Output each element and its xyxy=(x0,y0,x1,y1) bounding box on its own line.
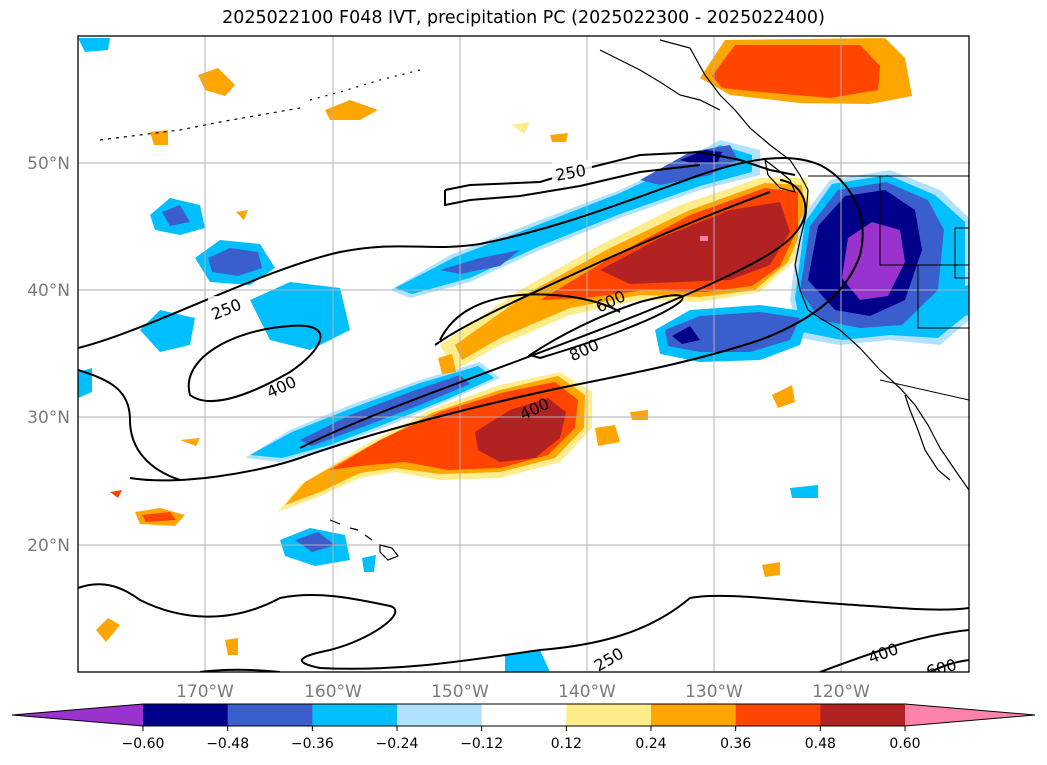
latitude-label: 50°N xyxy=(27,154,70,174)
colorbar-tick-label: −0.48 xyxy=(206,736,249,752)
positive-pc-region xyxy=(600,202,790,284)
ivt-contour-800 xyxy=(527,294,684,360)
colorbar-tick-label: 0.60 xyxy=(889,736,920,752)
map-background xyxy=(78,36,969,672)
positive-pc-region xyxy=(762,562,780,577)
ivt-contour-600 xyxy=(434,191,771,346)
colorbar-tick-label: 0.12 xyxy=(551,736,582,752)
colorbar-tick-label: −0.60 xyxy=(122,736,165,752)
negative-pc-region xyxy=(790,485,818,498)
alaska-coastline xyxy=(599,49,721,111)
ivt-contour-250 xyxy=(78,157,864,482)
ivt-contour-250-north xyxy=(444,150,796,191)
colorbar-segment xyxy=(820,704,906,726)
latitude-label: 20°N xyxy=(27,536,70,556)
state-border xyxy=(954,227,969,279)
colorbar: −0.60 −0.48 −0.36 −0.24 −0.12 0.12 0.24 0.36 0.4… xyxy=(11,703,1036,752)
colorbar-tick-label: −0.24 xyxy=(376,736,419,752)
longitude-labels: 170°W 160°W 150°W 140°W 130°W 120°W xyxy=(176,682,870,702)
positive-pc-region xyxy=(595,425,620,446)
longitude-label: 140°W xyxy=(558,682,616,702)
positive-pc-region xyxy=(110,490,122,498)
longitude-label: 120°W xyxy=(812,682,870,702)
longitude-label: 170°W xyxy=(176,682,234,702)
latitude-labels: 50°N 40°N 30°N 20°N xyxy=(27,154,70,556)
colorbar-segment xyxy=(651,704,737,726)
vancouver-island xyxy=(764,158,797,193)
colorbar-tick-label: 0.24 xyxy=(635,736,666,752)
political-borders xyxy=(808,175,969,401)
negative-pc-region xyxy=(362,555,376,572)
positive-pc-region xyxy=(198,68,235,96)
longitude-label: 130°W xyxy=(685,682,743,702)
colorbar-extend-min xyxy=(12,704,143,726)
positive-pc-region xyxy=(225,638,238,655)
ivt-contour-400 xyxy=(819,629,969,672)
ivt-contour-600 xyxy=(929,659,969,672)
us-mexico-border xyxy=(879,379,969,401)
positive-pc-region xyxy=(96,618,120,642)
positive-pc-region xyxy=(325,100,378,120)
colorbar-segment xyxy=(735,704,821,726)
negative-pc-region xyxy=(295,532,335,552)
negative-pc-region xyxy=(672,326,700,344)
ivt-contour-400 xyxy=(187,324,322,403)
negative-pc-region xyxy=(162,205,190,226)
positive-pc-region xyxy=(700,236,708,241)
negative-pc-region xyxy=(665,312,800,352)
colorbar-tick-label: −0.36 xyxy=(291,736,334,752)
ivt-contour-400 xyxy=(299,179,807,449)
map-title: 2025022100 F048 IVT, precipitation PC (2… xyxy=(222,8,825,28)
positive-pc-region xyxy=(712,45,880,98)
positive-pc-region xyxy=(438,354,456,374)
negative-pc-region xyxy=(250,282,350,350)
map-frame xyxy=(77,35,970,673)
colorbar-segment xyxy=(481,704,567,726)
colorbar-extend-max xyxy=(905,704,1035,726)
ivt-contour-250 xyxy=(78,369,181,481)
latitude-label: 40°N xyxy=(27,281,70,301)
ivt-contours xyxy=(78,150,969,672)
colorbar-segment xyxy=(566,704,652,726)
positive-pc-region xyxy=(475,398,566,462)
coastlines xyxy=(99,39,969,561)
map-panel: 250 250 400 600 800 400 250 400 600 xyxy=(77,35,970,673)
ivt-contour-250 xyxy=(78,583,969,670)
colorbar-tick-label: 0.36 xyxy=(720,736,751,752)
positive-pc-region xyxy=(150,130,168,145)
colorbar-segment xyxy=(227,704,313,726)
positive-pc-region xyxy=(236,210,248,220)
longitude-label: 150°W xyxy=(431,682,489,702)
negative-pc-region xyxy=(78,368,92,398)
negative-pc-region xyxy=(505,650,550,672)
colorbar-segment xyxy=(397,704,483,726)
positive-pc-region xyxy=(772,385,795,408)
colorbar-segment xyxy=(143,704,229,726)
ivt-contour-250-north xyxy=(444,164,701,207)
positive-pc-region xyxy=(512,122,530,134)
colorbar-tick-label: −0.12 xyxy=(460,736,503,752)
ivt-contour-600 xyxy=(439,293,621,341)
longitude-label: 160°W xyxy=(304,682,362,702)
north-america-coastline xyxy=(659,39,969,491)
positive-pc-region xyxy=(142,512,176,522)
negative-pc-region xyxy=(78,38,110,52)
aleutian-islands xyxy=(99,107,301,141)
negative-pc-region xyxy=(208,248,262,276)
colorbar-tick-label: 0.48 xyxy=(805,736,836,752)
negative-pc-region xyxy=(140,310,195,352)
positive-pc-region xyxy=(180,438,200,446)
positive-pc-region xyxy=(550,133,568,142)
colorbar-segment xyxy=(312,704,398,726)
negative-pc-region xyxy=(842,222,905,300)
negative-pc-region xyxy=(950,285,969,318)
hawaii-islands xyxy=(329,519,399,561)
latitude-label: 30°N xyxy=(27,408,70,428)
baja-coastline xyxy=(904,394,951,481)
